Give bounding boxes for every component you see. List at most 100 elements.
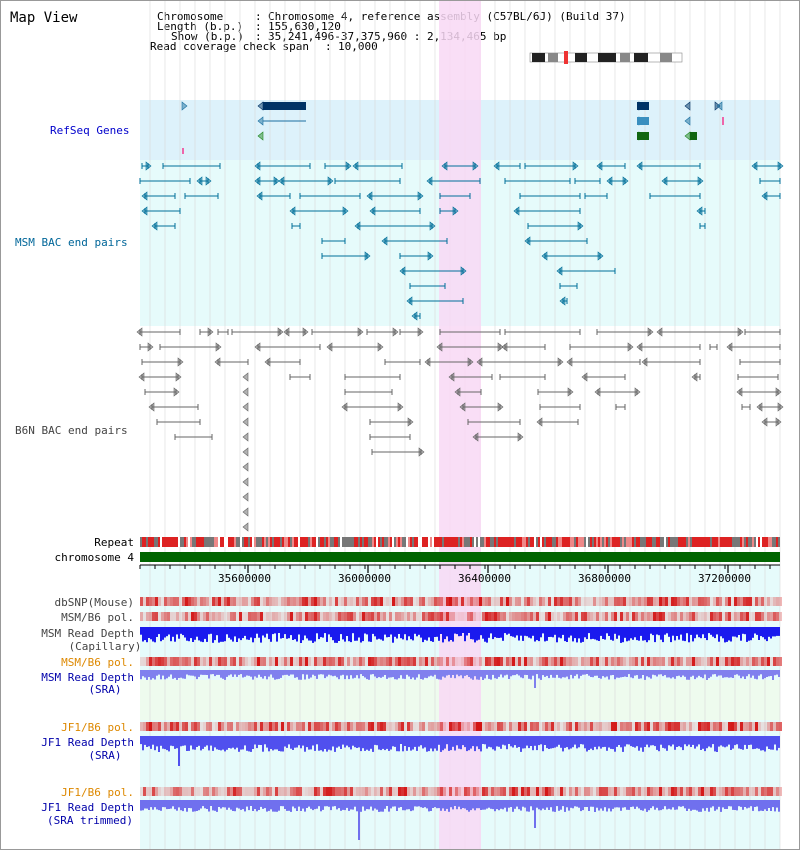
jf1-depth-sra-bar (438, 736, 440, 745)
msm-b6-pol-sra-cell (584, 657, 587, 666)
msm-depth-sra-bar (592, 670, 594, 678)
msm-bac-end (777, 161, 784, 171)
jf1-b6-pol-2-cell (659, 787, 662, 796)
jf1-depth-sra-bar (694, 736, 696, 749)
dbsnp-cell (584, 597, 587, 606)
jf1-b6-pol-2-cell (242, 787, 245, 796)
msm-depth-sra-bar (214, 670, 216, 677)
msm-depth-sra-bar (170, 670, 172, 675)
msm-depth-cap-bar (236, 627, 238, 642)
msm-depth-sra-bar (614, 670, 616, 680)
msm-b6-pol-sra-cell (383, 657, 386, 666)
jf1-depth-sra-bar (416, 736, 418, 751)
jf1-depth-sra-bar (738, 736, 740, 749)
msm-depth-cap-bar (468, 627, 470, 633)
msm-depth-cap-bar (198, 627, 200, 641)
msm-depth-cap-bar (354, 627, 356, 641)
msm-b6-pol-cell (545, 612, 548, 621)
jf1-depth-sra-bar (564, 736, 566, 748)
repeat-element (354, 537, 356, 547)
jf1-b6-pol-2-cell (569, 787, 572, 796)
msm-b6-pol-sra-cell (335, 657, 338, 666)
jf1-b6-pol-cell (671, 722, 674, 731)
msm-bac-end (364, 251, 371, 261)
jf1-b6-pol-2-cell (749, 787, 752, 796)
jf1-depth-trim-bar (714, 800, 716, 811)
jf1-b6-pol-cell (410, 722, 413, 731)
repeat-element (422, 537, 424, 547)
msm-depth-sra-bar (410, 670, 412, 680)
msm-b6-pol-sra-cell (716, 657, 719, 666)
repeat-element (408, 537, 410, 547)
dbsnp-cell (326, 597, 329, 606)
jf1-b6-pol-2-cell (350, 787, 353, 796)
jf1-depth-sra-bar (276, 736, 278, 750)
jf1-b6-pol-cell (479, 722, 482, 731)
msm-depth-cap-bar (272, 627, 274, 635)
msm-depth-cap-bar (406, 627, 408, 641)
jf1-b6-pol-2-cell (425, 787, 428, 796)
msm-bac-end (426, 176, 433, 186)
msm-depth-sra-bar (212, 670, 214, 675)
heat-tracks (140, 597, 782, 796)
msm-bac-end (327, 176, 334, 186)
repeat-element (270, 537, 272, 547)
msm-b6-pol-cell (755, 612, 758, 621)
jf1-depth-sra-bar (146, 736, 148, 747)
repeat-element (230, 537, 232, 547)
repeat-element (304, 537, 306, 547)
jf1-depth-trim-bar (656, 800, 658, 808)
b6n-bac-end (147, 342, 154, 352)
msm-depth-sra-bar (190, 670, 192, 676)
msm-b6-pol-sra-cell (662, 657, 665, 666)
repeat-element (416, 537, 418, 547)
jf1-depth-sra-bar (772, 736, 774, 750)
msm-depth-cap-bar (252, 627, 254, 643)
jf1-b6-pol-cell (437, 722, 440, 731)
jf1-depth-trim-bar (246, 800, 248, 807)
dbsnp-cell (392, 597, 395, 606)
msm-depth-sra-bar (698, 670, 700, 676)
msm-depth-cap-bar (724, 627, 726, 643)
msm-b6-pol-cell (428, 612, 431, 621)
jf1-depth-sra-bar (268, 736, 270, 752)
msm-depth-cap-bar (668, 627, 670, 637)
msm-depth-sra-bar (356, 670, 358, 676)
msm-b6-pol-cell (653, 612, 656, 621)
msm-depth-cap-bar (694, 627, 696, 639)
jf1-b6-pol-2-cell (224, 787, 227, 796)
msm-b6-pol-cell (671, 612, 674, 621)
jf1-b6-pol-cell (497, 722, 500, 731)
jf1-depth-trim-bar (568, 800, 570, 811)
msm-b6-pol-cell (479, 612, 482, 621)
dbsnp-cell (428, 597, 431, 606)
msm-depth-sra-bar (480, 670, 482, 677)
dbsnp-cell (596, 597, 599, 606)
msm-depth-sra-bar (700, 670, 702, 678)
msm-depth-sra-bar (188, 670, 190, 676)
msm-b6-pol-sra-cell (203, 657, 206, 666)
jf1-depth-sra-bar (308, 736, 310, 750)
jf1-b6-pol-cell (350, 722, 353, 731)
msm-depth-sra-bar (436, 670, 438, 679)
jf1-depth-sra-bar (466, 736, 468, 752)
jf1-depth-sra-bar (314, 736, 316, 751)
jf1-b6-pol-cell (257, 722, 260, 731)
jf1-b6-pol-2-cell (689, 787, 692, 796)
gene-block (637, 117, 649, 125)
jf1-depth-sra-bar (148, 736, 150, 747)
jf1-b6-pol-cell (449, 722, 452, 731)
msm-depth-cap-bar (634, 627, 636, 638)
jf1-b6-pol-cell (140, 722, 143, 731)
msm-depth-cap-bar (726, 627, 728, 642)
msm-b6-pol-cell (161, 612, 164, 621)
dbsnp-cell (722, 597, 725, 606)
msm-b6-pol-sra-cell (590, 657, 593, 666)
msm-b6-pol-cell (701, 612, 704, 621)
jf1-depth-sra-bar (546, 736, 548, 749)
jf1-depth-trim-bar (170, 800, 172, 809)
msm-depth-cap-bar (606, 627, 608, 634)
repeat-element (394, 537, 396, 547)
msm-depth-cap-bar (452, 627, 454, 642)
